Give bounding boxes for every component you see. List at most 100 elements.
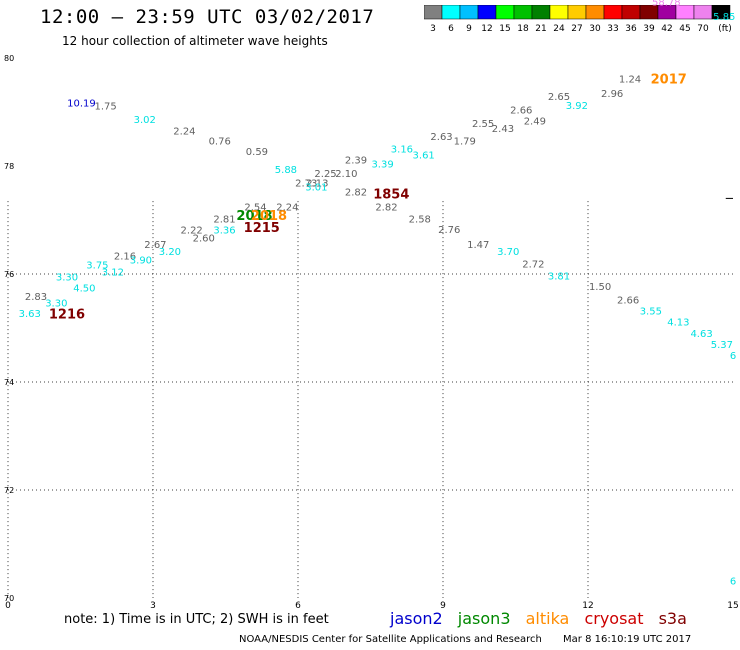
- wave-height-point: 3.81: [548, 271, 570, 282]
- wave-height-point: 4.50: [73, 283, 95, 294]
- wave-height-point: 2.49: [524, 116, 546, 127]
- x-tick-label: 9: [440, 601, 446, 611]
- wave-height-point: 2.67: [144, 240, 166, 251]
- wave-height-point: 2.82: [375, 202, 397, 213]
- colorbar-label: 24: [553, 24, 565, 34]
- wave-height-point: 0.59: [246, 147, 268, 158]
- wave-height-point: 2.24: [173, 127, 195, 138]
- wave-height-point: 2.73: [295, 179, 317, 190]
- wave-height-point: 1854: [373, 187, 409, 202]
- wave-height-point: 5.85: [713, 12, 735, 23]
- colorbar-label: 45: [679, 24, 690, 34]
- wave-height-point: 1.75: [95, 101, 117, 112]
- wave-height-point: 1.47: [467, 240, 489, 251]
- colorbar-label: 42: [661, 24, 672, 34]
- wave-height-point: 4.63: [690, 329, 712, 340]
- wave-height-point: 1.50: [589, 282, 611, 293]
- wave-height-point: 5.88: [275, 165, 297, 176]
- mission-altika: altika: [525, 609, 570, 628]
- wave-height-point: 2.66: [510, 106, 532, 117]
- wave-height-point: 4.13: [667, 317, 689, 328]
- colorbar-swatch: [711, 5, 731, 20]
- y-tick-label: 74: [4, 378, 14, 387]
- wave-height-point: 3.30: [45, 298, 67, 309]
- wave-height-point: 1.79: [454, 136, 476, 147]
- wave-height-point: 3.55: [640, 307, 662, 318]
- y-tick-label: 80: [4, 54, 14, 63]
- y-tick-label: 70: [4, 594, 14, 603]
- wave-height-point: 2.54: [244, 202, 266, 213]
- wave-height-point: 6: [730, 577, 736, 588]
- wave-height-point: 2.22: [181, 226, 203, 237]
- wave-height-point: 0.76: [209, 136, 231, 147]
- y-tick-label: 76: [4, 270, 14, 279]
- credit-text: NOAA/NESDIS Center for Satellite Applica…: [239, 634, 542, 645]
- wave-height-point: 2017: [651, 72, 687, 87]
- footer-note: note: 1) Time is in UTC; 2) SWH is in fe…: [64, 612, 329, 627]
- wave-height-point: 3.01: [305, 182, 327, 193]
- wave-height-point: 3.16: [391, 145, 413, 156]
- grid: [7, 197, 733, 598]
- wave-height-point: 58.78: [652, 0, 681, 9]
- wave-height-point: 2.65: [548, 92, 570, 103]
- y-tick-label: 78: [4, 162, 14, 171]
- footer-credit: NOAA/NESDIS Center for Satellite Applica…: [239, 634, 709, 645]
- wave-height-point: 3.39: [371, 160, 393, 171]
- mission-cryosat: cryosat: [584, 609, 644, 628]
- wave-height-point: 2.58: [409, 215, 431, 226]
- colorbar-label: 6: [448, 24, 454, 34]
- mission-jason3: jason3: [457, 609, 511, 628]
- colorbar-label: 9: [466, 24, 472, 34]
- wave-height-point: 2.82: [345, 188, 367, 199]
- mission-s3a: s3a: [658, 609, 687, 628]
- wave-height-point: 2.60: [193, 234, 215, 245]
- wave-height-point: 2.66: [617, 296, 639, 307]
- wave-height-point: 3.90: [130, 256, 152, 267]
- wave-height-point: 2018: [251, 209, 287, 224]
- wave-height-point: 2018: [236, 209, 272, 224]
- color-legend: 3 6 9 12 15 18 21 24 27 30 33 36 39 42 45 70 (ft): [424, 5, 732, 34]
- wave-height-point: 3.20: [159, 247, 181, 258]
- wave-height-point: 3.02: [134, 115, 156, 126]
- wave-height-point: 3.70: [497, 247, 519, 258]
- wave-height-point: 1.24: [619, 74, 641, 85]
- wave-height-point: 2.39: [345, 155, 367, 166]
- chart-title: 12:00 – 23:59 UTC 03/02/2017: [40, 6, 375, 28]
- wave-height-point: 2.10: [335, 169, 357, 180]
- colorbar-label: 33: [607, 24, 618, 34]
- chart-subtitle: 12 hour collection of altimeter wave hei…: [62, 34, 328, 48]
- colorbar-label: 21: [535, 24, 546, 34]
- colorbar-label: 27: [571, 24, 582, 34]
- wave-height-point: 1216: [49, 307, 85, 322]
- wave-height-point: 2.96: [601, 89, 623, 100]
- wave-height-point: 1215: [244, 221, 280, 236]
- wave-height-point: 3.12: [102, 268, 124, 279]
- wave-height-point: 2.72: [522, 260, 544, 271]
- wave-height-point: 2.76: [438, 225, 460, 236]
- wave-height-point: 2.13: [306, 179, 328, 190]
- mission-legend: jason2 jason3 altika cryosat s3a: [390, 609, 697, 628]
- x-tick-label: 6: [295, 601, 301, 611]
- colorbar-label: 36: [625, 24, 637, 34]
- x-tick-label: 3: [150, 601, 156, 611]
- generated-timestamp: Mar 8 16:10:19 UTC 2017: [563, 634, 692, 645]
- colorbar-label: 12: [481, 24, 492, 34]
- mission-jason2: jason2: [390, 609, 443, 628]
- colorbar-label: 70: [697, 24, 709, 34]
- wave-height-point: 5.37: [711, 340, 733, 351]
- wave-height-point: 2.25: [314, 169, 336, 180]
- wave-height-point: 10.19: [67, 99, 96, 110]
- wave-height-point: 2.81: [213, 215, 235, 226]
- x-tick-label: 0: [5, 601, 11, 611]
- colorbar-label: 18: [517, 24, 529, 34]
- y-tick-label: 72: [4, 486, 14, 495]
- wave-height-point: 3.30: [56, 272, 78, 283]
- colorbar-label: (ft): [718, 24, 732, 34]
- wave-height-point: 2.55: [472, 119, 494, 130]
- wave-height-point: 3.61: [413, 150, 435, 161]
- colorbar-label: 30: [589, 24, 601, 34]
- wave-height-point: 2.83: [25, 292, 47, 303]
- wave-height-point: 3.75: [86, 261, 108, 272]
- x-tick-label: 12: [582, 601, 593, 611]
